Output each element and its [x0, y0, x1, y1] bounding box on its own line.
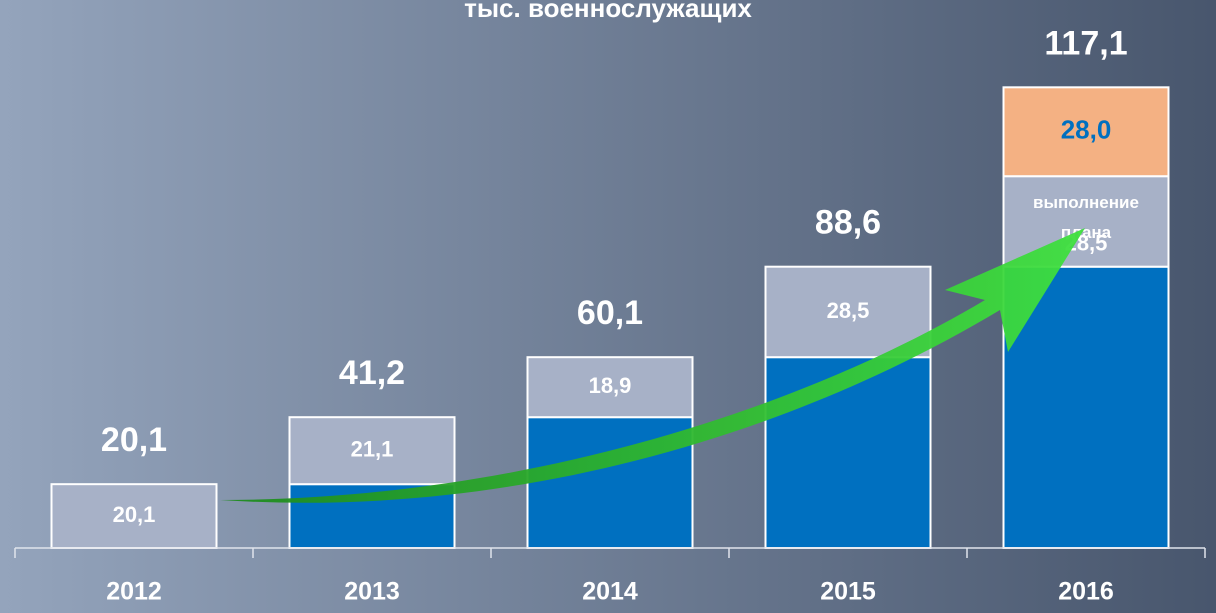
growth-arrow [220, 228, 1085, 503]
x-tick-label: 2015 [820, 578, 876, 606]
segment-label: 28,5 [827, 298, 870, 323]
x-tick-label: 2013 [344, 578, 400, 606]
bar-segment [50, 483, 218, 549]
chart-title: тыс. военнослужащих [464, 0, 752, 23]
segment-label: 20,1 [113, 502, 156, 527]
total-label: 88,6 [815, 204, 881, 242]
bar-segment [1002, 86, 1170, 178]
total-label: 20,1 [101, 421, 167, 459]
total-label: 41,2 [339, 354, 405, 392]
bar-segment [288, 416, 456, 486]
bar-segment [764, 356, 932, 549]
total-label: 60,1 [577, 294, 643, 332]
bar-segment [1002, 175, 1170, 268]
x-tick-label: 2012 [106, 578, 162, 606]
bar-segment [764, 265, 932, 359]
total-label: 117,1 [1044, 24, 1127, 62]
x-tick-label: 2016 [1058, 578, 1114, 606]
segment-label: 28,0 [1061, 115, 1112, 145]
x-tick-label: 2014 [582, 578, 638, 606]
segment-label: 21,1 [351, 436, 394, 461]
segment-label: 18,9 [589, 373, 632, 398]
bar-segment [526, 356, 694, 419]
